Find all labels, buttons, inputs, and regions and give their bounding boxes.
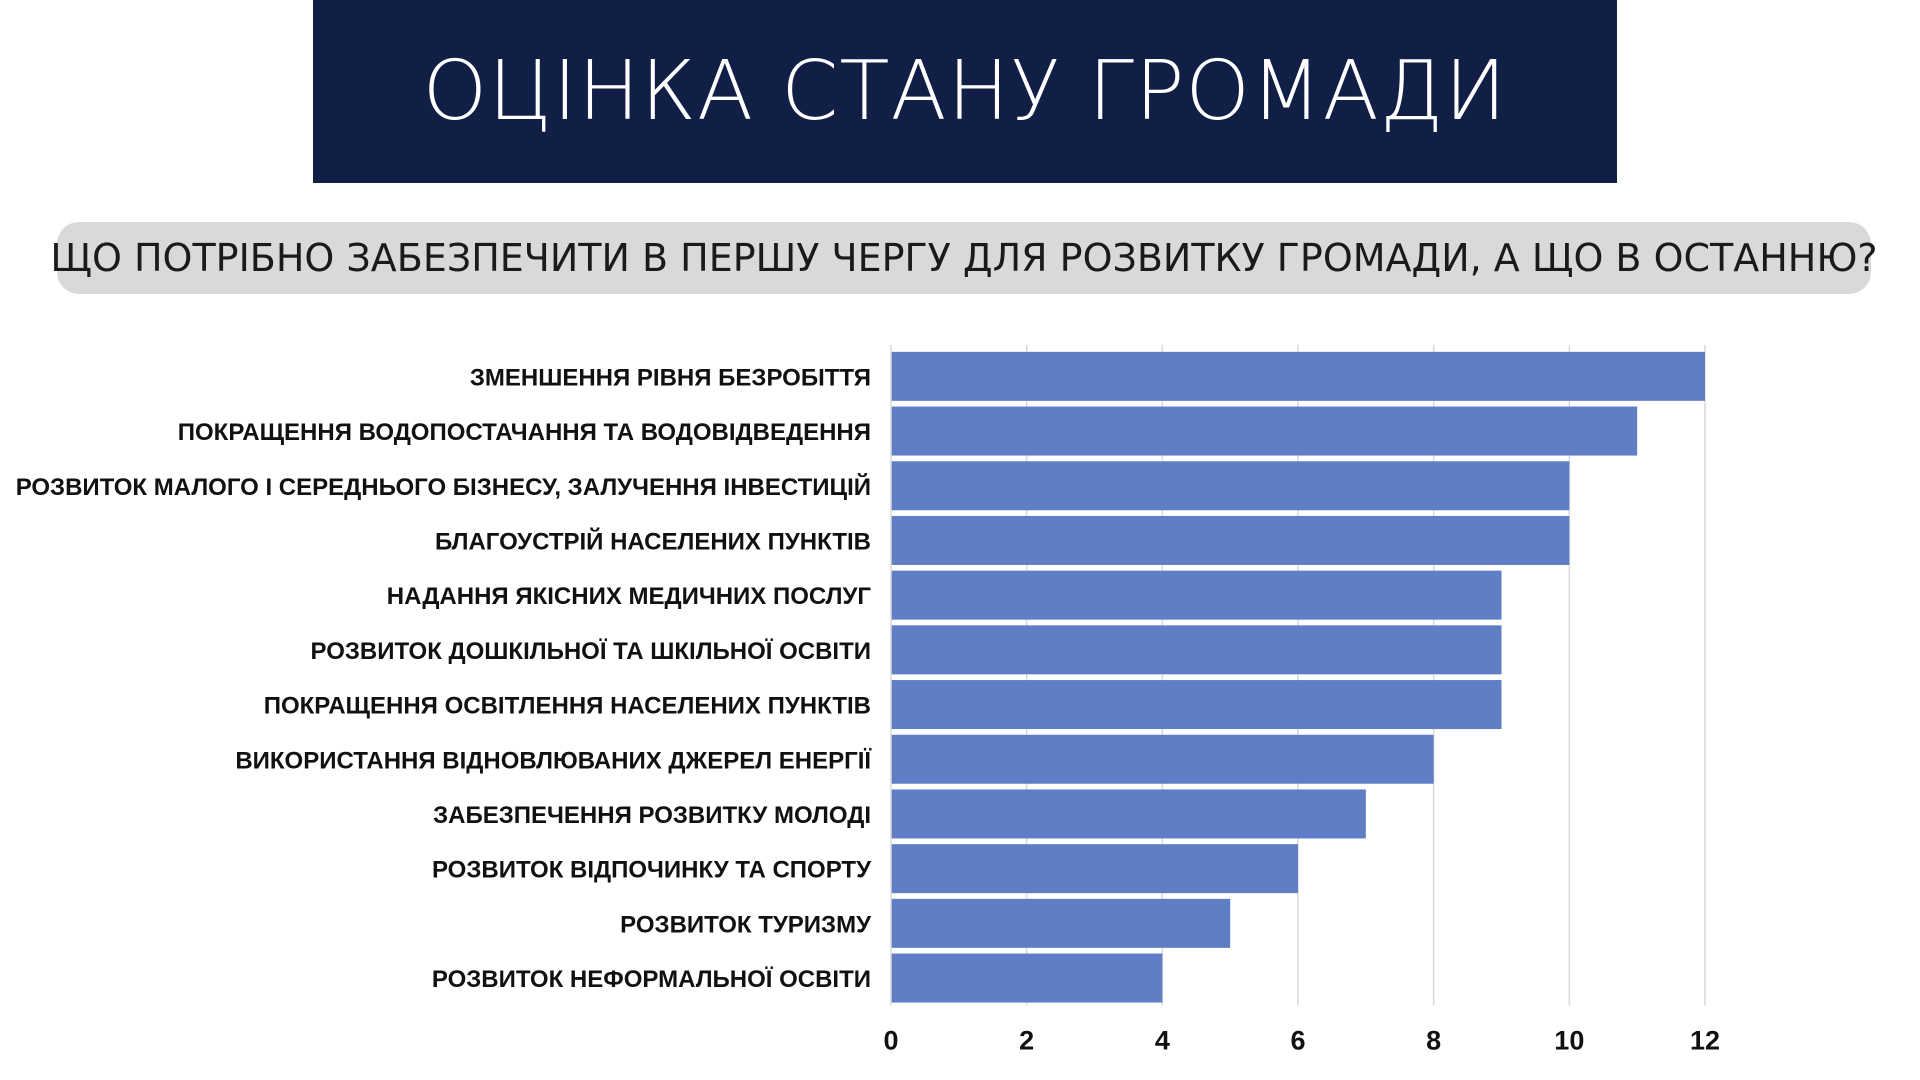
x-tick-label: 6 bbox=[1290, 1025, 1305, 1055]
category-label: Розвиток відпочинку та спорту bbox=[432, 857, 872, 884]
category-label: Благоустрій населених пунктів bbox=[435, 527, 871, 555]
bar bbox=[891, 625, 1502, 675]
category-label: Надання якісних медичних послуг bbox=[387, 583, 872, 610]
category-label: Використання відновлюваних джерел енергі… bbox=[235, 747, 872, 774]
bar bbox=[891, 734, 1434, 784]
bar bbox=[891, 844, 1298, 894]
question-text: ЩО ПОТРІБНО ЗАБЕЗПЕЧИТИ В ПЕРШУ ЧЕРГУ ДЛ… bbox=[50, 236, 1878, 280]
bar bbox=[891, 789, 1366, 839]
bar bbox=[891, 898, 1231, 948]
bar-chart: Зменшення рівня безробіття Покращення вод… bbox=[16, 345, 1720, 1055]
category-label: Забезпечення розвитку молоді bbox=[433, 802, 871, 829]
bar bbox=[891, 570, 1502, 620]
bar bbox=[891, 351, 1705, 401]
bar bbox=[891, 680, 1502, 730]
bar bbox=[891, 461, 1570, 511]
question-banner: ЩО ПОТРІБНО ЗАБЕЗПЕЧИТИ В ПЕРШУ ЧЕРГУ ДЛ… bbox=[50, 222, 1878, 294]
x-tick-label: 12 bbox=[1690, 1025, 1720, 1055]
category-label: Покращення освітлення населених пунктів bbox=[264, 693, 871, 720]
bar bbox=[891, 953, 1163, 1003]
category-label: Покращення водопостачання та водовідведе… bbox=[178, 419, 871, 446]
category-label: Розвиток малого і середнього бізнесу, за… bbox=[16, 473, 871, 501]
category-label: Зменшення рівня безробіття bbox=[470, 364, 871, 391]
x-tick-label: 10 bbox=[1554, 1025, 1584, 1055]
page-title: ОЦІНКА СТАНУ ГРОМАДИ bbox=[422, 44, 1508, 139]
bar bbox=[891, 515, 1570, 565]
x-tick-label: 4 bbox=[1155, 1025, 1170, 1055]
x-tick-label: 8 bbox=[1426, 1025, 1441, 1055]
category-label: Розвиток туризму bbox=[620, 911, 872, 938]
x-tick-label: 0 bbox=[883, 1025, 898, 1055]
category-label: Розвиток дошкільної та шкільної освіти bbox=[311, 638, 871, 665]
x-tick-label: 2 bbox=[1019, 1025, 1034, 1055]
title-banner: ОЦІНКА СТАНУ ГРОМАДИ bbox=[313, 0, 1617, 183]
bar bbox=[891, 406, 1638, 456]
category-label: Розвиток неформальної освіти bbox=[432, 966, 871, 993]
